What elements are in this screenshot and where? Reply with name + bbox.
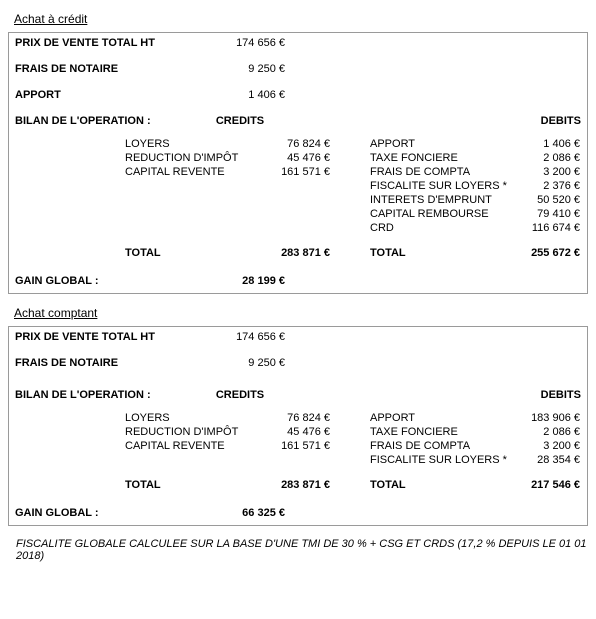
debit-value: 50 520 €	[510, 194, 580, 206]
table-row: REDUCTION D'IMPÔT 45 476 € TAXE FONCIERE…	[9, 151, 587, 165]
box-credit: PRIX DE VENTE TOTAL HT 174 656 € FRAIS D…	[8, 32, 588, 294]
label: FRAIS DE NOTAIRE	[15, 357, 165, 369]
credit-label: REDUCTION D'IMPÔT	[125, 152, 260, 164]
debits-total: 217 546 €	[510, 479, 580, 491]
bilan-label: BILAN DE L'OPERATION :	[15, 115, 165, 127]
credit-label: CAPITAL REVENTE	[125, 440, 260, 452]
debit-label: TAXE FONCIERE	[370, 152, 510, 164]
credit-value: 45 476 €	[260, 152, 330, 164]
gain-row: GAIN GLOBAL : 28 199 €	[9, 271, 587, 293]
section-title-cash: Achat comptant	[14, 306, 588, 320]
label: APPORT	[15, 89, 165, 101]
totals-row: TOTAL 283 871 € TOTAL 255 672 €	[9, 241, 587, 265]
credit-value: 45 476 €	[260, 426, 330, 438]
value: 174 656 €	[165, 331, 285, 343]
value: 174 656 €	[165, 37, 285, 49]
gain-label: GAIN GLOBAL :	[15, 275, 165, 287]
footnote: FISCALITE GLOBALE CALCULEE SUR LA BASE D…	[16, 538, 588, 562]
total-label: TOTAL	[370, 479, 510, 491]
credits-header: CREDITS	[165, 115, 315, 127]
credit-value: 76 824 €	[260, 138, 330, 150]
debit-value: 183 906 €	[510, 412, 580, 424]
value: 9 250 €	[165, 63, 285, 75]
debit-label: APPORT	[370, 138, 510, 150]
credits-total: 283 871 €	[260, 247, 330, 259]
debit-label: FRAIS DE COMPTA	[370, 440, 510, 452]
label: FRAIS DE NOTAIRE	[15, 63, 165, 75]
debit-value: 28 354 €	[510, 454, 580, 466]
debits-header: DEBITS	[521, 115, 581, 127]
credit-label: LOYERS	[125, 138, 260, 150]
debit-label: FISCALITE SUR LOYERS *	[370, 454, 510, 466]
row-prix-vente: PRIX DE VENTE TOTAL HT 174 656 €	[9, 327, 587, 347]
table-row: INTERETS D'EMPRUNT 50 520 €	[9, 193, 587, 207]
value: 9 250 €	[165, 357, 285, 369]
row-frais-notaire: FRAIS DE NOTAIRE 9 250 €	[9, 59, 587, 79]
bilan-header: BILAN DE L'OPERATION : CREDITS DEBITS	[9, 111, 587, 131]
debit-value: 2 086 €	[510, 152, 580, 164]
table-row: LOYERS 76 824 € APPORT 1 406 €	[9, 137, 587, 151]
credit-value: 161 571 €	[260, 166, 330, 178]
debit-label: CAPITAL REMBOURSE	[370, 208, 510, 220]
debits-total: 255 672 €	[510, 247, 580, 259]
bilan-header: BILAN DE L'OPERATION : CREDITS DEBITS	[9, 385, 587, 405]
row-frais-notaire: FRAIS DE NOTAIRE 9 250 €	[9, 353, 587, 373]
gain-value: 66 325 €	[165, 507, 285, 519]
credit-value: 161 571 €	[260, 440, 330, 452]
section-title-credit: Achat à crédit	[14, 12, 588, 26]
total-label: TOTAL	[125, 247, 260, 259]
debit-value: 116 674 €	[510, 222, 580, 234]
table-row: CAPITAL REVENTE 161 571 € FRAIS DE COMPT…	[9, 439, 587, 453]
credits-header: CREDITS	[165, 389, 315, 401]
debit-label: FISCALITE SUR LOYERS *	[370, 180, 510, 192]
debit-label: CRD	[370, 222, 510, 234]
table-row: FISCALITE SUR LOYERS * 28 354 €	[9, 453, 587, 467]
credit-value: 76 824 €	[260, 412, 330, 424]
box-cash: PRIX DE VENTE TOTAL HT 174 656 € FRAIS D…	[8, 326, 588, 526]
credit-label: REDUCTION D'IMPÔT	[125, 426, 260, 438]
table-row: CAPITAL REMBOURSE 79 410 €	[9, 207, 587, 221]
label: PRIX DE VENTE TOTAL HT	[15, 331, 165, 343]
debit-value: 3 200 €	[510, 166, 580, 178]
table-row: FISCALITE SUR LOYERS * 2 376 €	[9, 179, 587, 193]
table-row: CAPITAL REVENTE 161 571 € FRAIS DE COMPT…	[9, 165, 587, 179]
debit-label: INTERETS D'EMPRUNT	[370, 194, 510, 206]
credit-label: LOYERS	[125, 412, 260, 424]
totals-row: TOTAL 283 871 € TOTAL 217 546 €	[9, 473, 587, 497]
label: PRIX DE VENTE TOTAL HT	[15, 37, 165, 49]
table-row: REDUCTION D'IMPÔT 45 476 € TAXE FONCIERE…	[9, 425, 587, 439]
gain-value: 28 199 €	[165, 275, 285, 287]
gain-row: GAIN GLOBAL : 66 325 €	[9, 503, 587, 525]
bilan-label: BILAN DE L'OPERATION :	[15, 389, 165, 401]
debit-label: APPORT	[370, 412, 510, 424]
row-apport: APPORT 1 406 €	[9, 85, 587, 105]
credits-total: 283 871 €	[260, 479, 330, 491]
table-row: LOYERS 76 824 € APPORT 183 906 €	[9, 411, 587, 425]
total-label: TOTAL	[370, 247, 510, 259]
debits-header: DEBITS	[521, 389, 581, 401]
total-label: TOTAL	[125, 479, 260, 491]
debit-label: FRAIS DE COMPTA	[370, 166, 510, 178]
value: 1 406 €	[165, 89, 285, 101]
credit-label: CAPITAL REVENTE	[125, 166, 260, 178]
row-prix-vente: PRIX DE VENTE TOTAL HT 174 656 €	[9, 33, 587, 53]
gain-label: GAIN GLOBAL :	[15, 507, 165, 519]
table-row: CRD 116 674 €	[9, 221, 587, 235]
debit-value: 3 200 €	[510, 440, 580, 452]
debit-value: 2 086 €	[510, 426, 580, 438]
debit-label: TAXE FONCIERE	[370, 426, 510, 438]
debit-value: 79 410 €	[510, 208, 580, 220]
debit-value: 1 406 €	[510, 138, 580, 150]
debit-value: 2 376 €	[510, 180, 580, 192]
